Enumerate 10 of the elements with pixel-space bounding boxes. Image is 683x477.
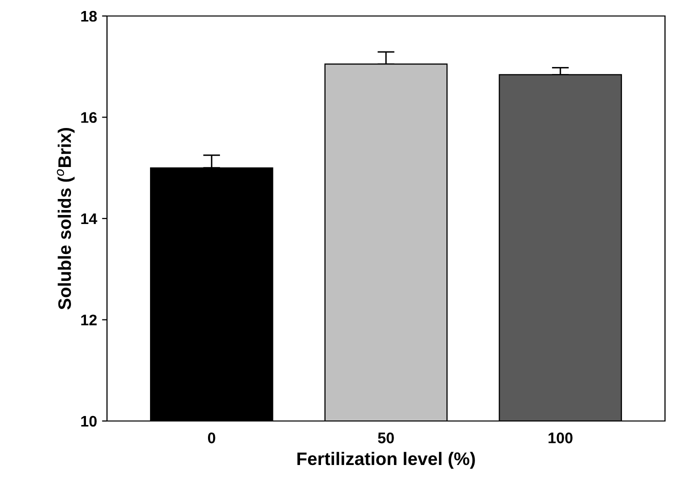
x-tick-label: 50 — [378, 432, 394, 444]
y-tick-label: 16 — [81, 112, 97, 123]
y-tick-label: 12 — [81, 314, 97, 326]
y-axis-title: Soluble solids ($^{o}$Brix) — [56, 128, 75, 310]
y-tick-label: 14 — [81, 214, 98, 224]
x-tick-label: 100 — [548, 432, 572, 444]
y-tick-label: 18 — [81, 10, 97, 22]
x-axis-title: Fertilization level (%) — [297, 452, 475, 469]
x-tick-label: 0 — [208, 432, 216, 444]
y-tick-label: 10 — [81, 416, 97, 427]
